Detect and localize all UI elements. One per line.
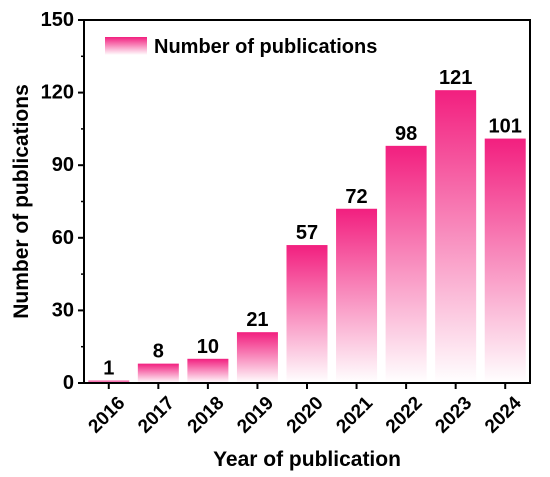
value-label-2022: 98	[395, 123, 417, 145]
x-tick-label-2019: 2019	[233, 393, 278, 438]
x-tick-label-2017: 2017	[134, 393, 179, 438]
bars-group	[88, 90, 526, 384]
bar-2017	[137, 363, 179, 383]
y-tick-label-120: 120	[41, 82, 74, 104]
y-axis-title: Number of publications	[10, 84, 33, 319]
y-tick-label-30: 30	[52, 299, 74, 321]
value-label-2024: 101	[489, 116, 522, 138]
x-tick-label-2021: 2021	[332, 392, 377, 437]
y-tick-label-0: 0	[63, 372, 74, 394]
value-label-2017: 8	[153, 341, 164, 363]
value-label-2018: 10	[197, 336, 219, 358]
value-label-2016: 1	[103, 358, 114, 380]
bar-2018	[187, 358, 229, 383]
plot-frame	[83, 19, 531, 384]
x-tick-label-2018: 2018	[184, 393, 229, 438]
y-tick-label-90: 90	[52, 154, 74, 176]
bar-2021	[336, 208, 378, 383]
legend-label: Number of publications	[154, 36, 377, 58]
x-tick-label-2022: 2022	[382, 393, 427, 438]
bar-2019	[236, 332, 278, 383]
x-tick-label-2023: 2023	[432, 393, 477, 438]
legend-swatch	[105, 37, 147, 55]
bar-2024	[484, 138, 526, 383]
bar-2016	[88, 380, 130, 383]
y-ticks-group: 0 30 60 90 120 150	[41, 9, 84, 394]
bar-2023	[435, 90, 477, 384]
value-label-2020: 57	[296, 222, 318, 244]
legend: Number of publications	[105, 36, 377, 58]
y-tick-label-60: 60	[52, 227, 74, 249]
x-ticks-group: 2016 2017 2018 2019 2020 2021 2022 2023 2024	[85, 383, 526, 437]
value-label-2021: 72	[345, 186, 367, 208]
x-axis-title: Year of publication	[213, 448, 401, 471]
y-tick-label-150: 150	[41, 9, 74, 31]
bar-2020	[286, 245, 328, 383]
bar-2022	[385, 145, 427, 383]
x-tick-label-2016: 2016	[85, 393, 130, 438]
value-labels-group: 1 8 10 21 57 72 98 121 101	[103, 67, 522, 379]
x-tick-label-2020: 2020	[283, 393, 328, 438]
value-label-2019: 21	[246, 309, 268, 331]
value-label-2023: 121	[439, 67, 472, 89]
x-tick-label-2024: 2024	[481, 392, 526, 437]
